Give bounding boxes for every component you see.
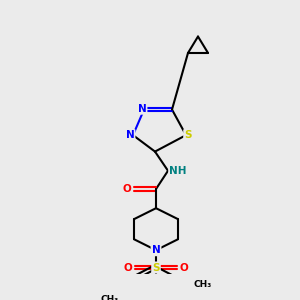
Text: O: O — [123, 184, 131, 194]
Text: S: S — [184, 130, 192, 140]
Text: O: O — [180, 262, 188, 272]
Text: CH₃: CH₃ — [193, 280, 212, 290]
Text: N: N — [138, 104, 146, 114]
Text: O: O — [124, 262, 132, 272]
Text: N: N — [126, 130, 134, 140]
Text: S: S — [152, 262, 160, 272]
Text: N: N — [152, 245, 160, 255]
Text: NH: NH — [169, 166, 187, 176]
Text: CH₃: CH₃ — [100, 295, 119, 300]
